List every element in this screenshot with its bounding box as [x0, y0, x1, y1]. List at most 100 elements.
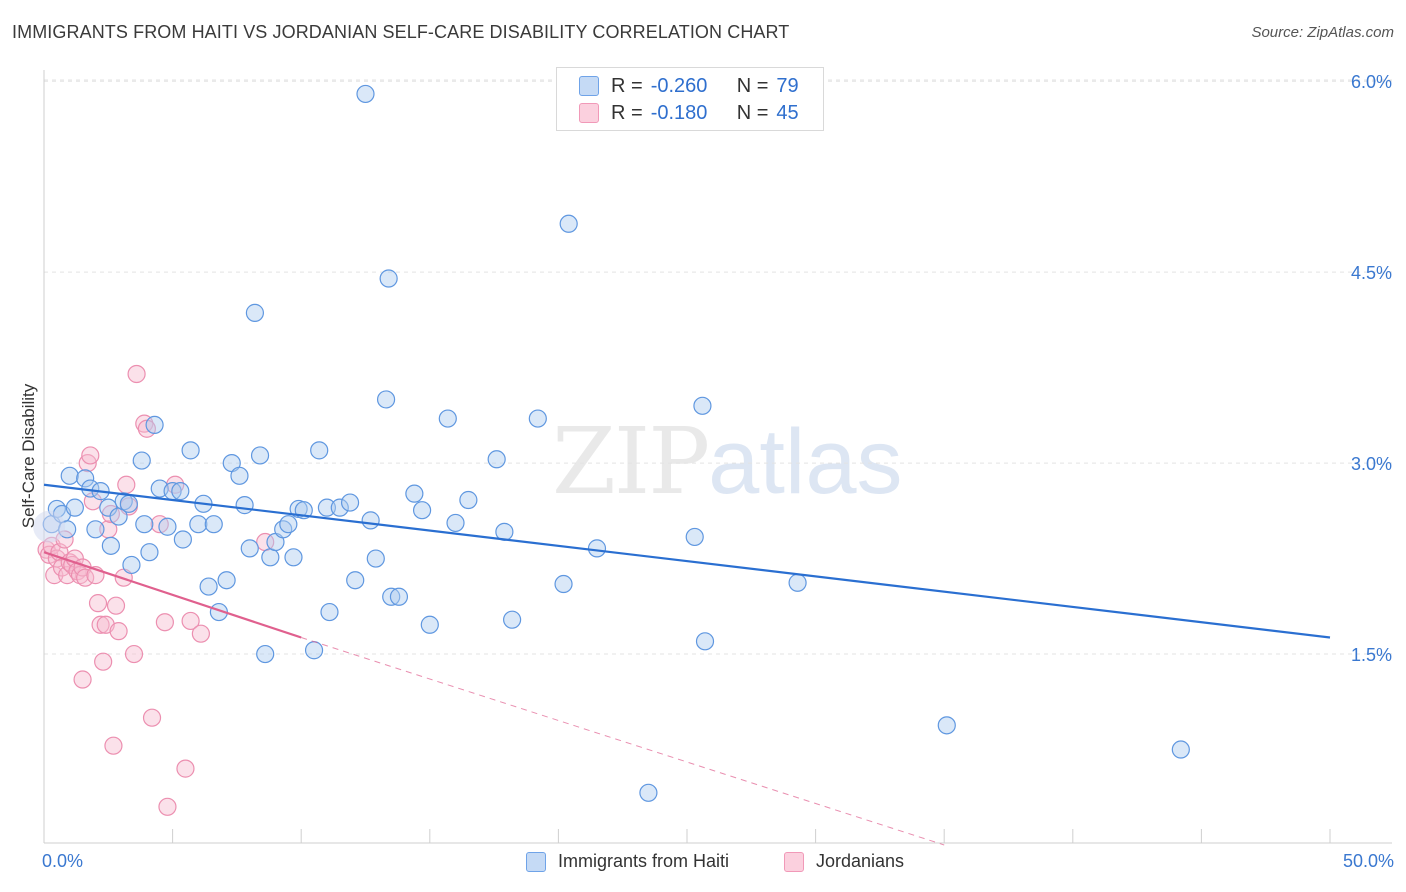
jordanians-point-20[interactable] [88, 594, 108, 613]
haiti-point-25[interactable] [181, 441, 200, 460]
haiti-point-63[interactable] [438, 409, 457, 428]
haiti-point-64[interactable] [446, 513, 465, 533]
chart-title: IMMIGRANTS FROM HAITI VS JORDANIAN SELF-… [12, 22, 790, 42]
haiti-point-18[interactable] [140, 543, 159, 562]
jordanians-point-30[interactable] [117, 475, 136, 494]
jordanians-point-39[interactable] [158, 797, 177, 816]
legend-label-jordanians: Jordanians [816, 851, 905, 871]
haiti-point-72[interactable] [587, 539, 607, 558]
haiti-point-6[interactable] [76, 469, 95, 488]
haiti-point-49[interactable] [320, 602, 339, 622]
haiti-point-58[interactable] [382, 587, 401, 606]
haiti-point-4[interactable] [60, 466, 79, 485]
tick-labels: 1.5% 3.0% 4.5% 6.0% [1351, 72, 1392, 665]
y-tick-label-2: 4.5% [1351, 263, 1392, 283]
haiti-point-54[interactable] [361, 511, 380, 530]
haiti-point-43[interactable] [284, 548, 303, 567]
jordanians-point-27[interactable] [106, 596, 126, 615]
haiti-point-71[interactable] [559, 214, 578, 233]
haiti-point-37[interactable] [250, 446, 270, 465]
jordanians-point-38[interactable] [155, 613, 174, 632]
jordanians-point-26[interactable] [104, 736, 123, 755]
jordanians-point-28[interactable] [109, 622, 128, 641]
haiti-point-8[interactable] [86, 520, 105, 539]
jordanians-point-45[interactable] [73, 670, 92, 689]
legend-item-haiti[interactable]: Immigrants from Haiti [526, 851, 729, 872]
haiti-point-19[interactable] [145, 415, 164, 435]
jordanians-point-33[interactable] [127, 364, 146, 384]
haiti-point-76[interactable] [695, 632, 715, 651]
stats-legend: R = -0.260 N = 79 R = -0.180 N = 45 [556, 67, 824, 131]
jordanians-point-43[interactable] [191, 624, 210, 643]
haiti-point-14[interactable] [119, 494, 138, 513]
legend-item-jordanians[interactable]: Jordanians [784, 851, 904, 872]
haiti-point-74[interactable] [685, 527, 704, 547]
jordanians-point-17[interactable] [81, 446, 100, 465]
jordanians-swatch [579, 103, 599, 123]
haiti-point-17[interactable] [135, 515, 154, 534]
haiti-point-69[interactable] [528, 409, 547, 428]
haiti-point-11[interactable] [101, 536, 120, 555]
haiti-points [33, 84, 1190, 802]
haiti-point-59[interactable] [389, 587, 409, 606]
axes [43, 70, 1392, 844]
haiti-point-62[interactable] [420, 615, 439, 634]
haiti-trend-line [43, 483, 1331, 639]
haiti-point-36[interactable] [245, 303, 265, 322]
stats-row-haiti: R = -0.260 N = 79 [579, 72, 799, 100]
haiti-point-5[interactable] [65, 498, 84, 517]
haiti-point-68[interactable] [503, 610, 522, 629]
haiti-point-39[interactable] [261, 548, 280, 567]
haiti-point-33[interactable] [230, 466, 249, 485]
haiti-point-73[interactable] [639, 783, 658, 802]
haiti-point-60[interactable] [405, 484, 424, 503]
jordanians-point-21[interactable] [91, 615, 110, 634]
haiti-point-70[interactable] [554, 574, 573, 594]
jordanians-point-32[interactable] [124, 644, 144, 664]
haiti-point-31[interactable] [217, 571, 236, 590]
haiti-point-15[interactable] [122, 555, 141, 575]
haiti-point-61[interactable] [412, 501, 432, 520]
haiti-point-24[interactable] [173, 530, 192, 549]
jordanians-point-41[interactable] [176, 759, 195, 778]
x-tick-max: 50.0% [1342, 851, 1394, 871]
haiti-point-57[interactable] [379, 269, 398, 288]
haiti-point-29[interactable] [204, 515, 223, 534]
chart-source: Source: ZipAtlas.com [1251, 24, 1394, 41]
haiti-point-78[interactable] [937, 716, 956, 735]
haiti-point-13[interactable] [114, 492, 133, 511]
haiti-point-77[interactable] [788, 573, 807, 592]
haiti-point-35[interactable] [240, 539, 259, 558]
grid [44, 79, 1392, 655]
haiti-point-26[interactable] [189, 515, 208, 534]
haiti-point-79[interactable] [1171, 740, 1190, 759]
haiti-point-28[interactable] [199, 577, 218, 596]
r-value-jordanians: -0.180 [650, 101, 708, 124]
haiti-point-47[interactable] [310, 441, 329, 460]
jordanians-point-36[interactable] [142, 708, 162, 727]
y-tick-label-1: 3.0% [1351, 454, 1392, 474]
watermark-atlas: atlas [708, 411, 903, 513]
haiti-point-56[interactable] [376, 390, 396, 409]
haiti-point-21[interactable] [158, 517, 177, 536]
haiti-point-75[interactable] [693, 396, 712, 415]
haiti-point-38[interactable] [256, 644, 275, 664]
haiti-point-16[interactable] [132, 451, 151, 470]
haiti-point-65[interactable] [459, 490, 478, 510]
jordanians-point-22[interactable] [94, 652, 113, 671]
series-legend: Immigrants from Haiti Jordanians [0, 851, 1406, 879]
n-label: N = [736, 101, 769, 124]
haiti-point-42[interactable] [279, 515, 298, 534]
haiti-point-23[interactable] [171, 482, 190, 501]
haiti-point-34[interactable] [235, 496, 254, 515]
haiti-point-50[interactable] [330, 498, 349, 517]
haiti-point-52[interactable] [346, 571, 365, 590]
haiti-point-48[interactable] [317, 498, 337, 517]
haiti-point-46[interactable] [304, 641, 324, 660]
haiti-point-41[interactable] [274, 520, 293, 539]
jordanians-point-42[interactable] [181, 611, 200, 631]
haiti-point-51[interactable] [340, 493, 360, 512]
haiti-point-55[interactable] [366, 549, 385, 568]
haiti-point-53[interactable] [356, 84, 375, 104]
haiti-point-66[interactable] [487, 450, 506, 469]
